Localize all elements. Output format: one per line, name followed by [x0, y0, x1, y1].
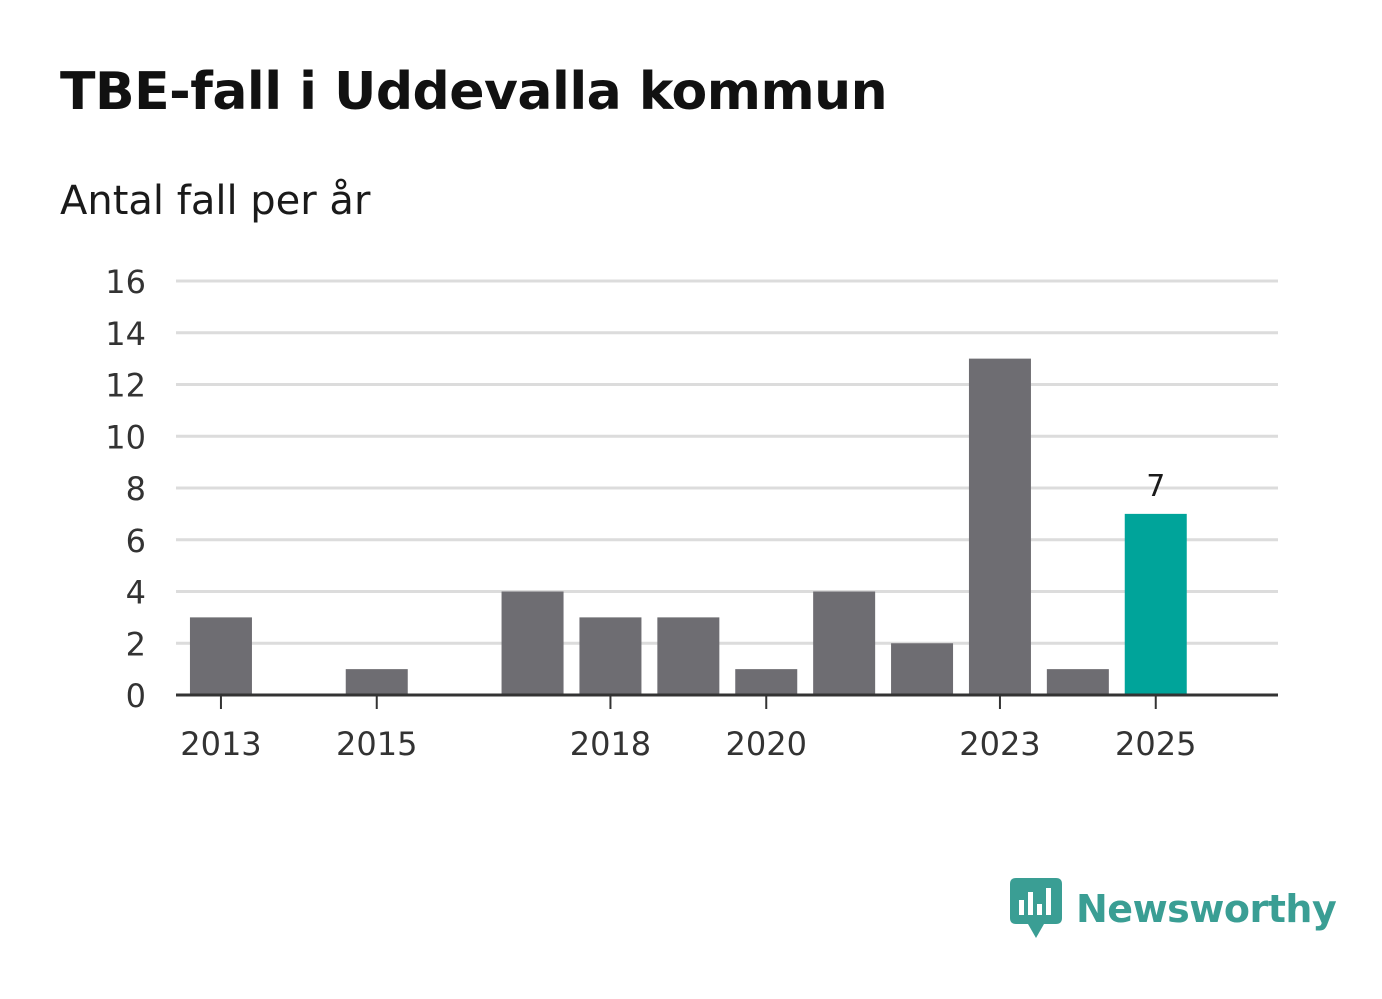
- y-tick-label: 2: [126, 625, 146, 663]
- bar-2019: [657, 617, 720, 695]
- bar-2020: [735, 669, 798, 695]
- bar-2022: [891, 643, 954, 695]
- bar-2021: [813, 591, 876, 695]
- bar-2013: [189, 617, 252, 695]
- brand-name: Newsworthy: [1076, 887, 1337, 931]
- x-tick-label: 2018: [570, 725, 651, 763]
- x-axis-labels: 2013 2015 2018 2020 2023 2025: [180, 725, 1196, 763]
- y-tick-label: 6: [126, 522, 146, 560]
- chart-title: TBE-fall i Uddevalla kommun: [60, 62, 888, 122]
- x-tick-label: 2013: [180, 725, 261, 763]
- data-labels: 7: [1146, 469, 1165, 504]
- bars: [189, 358, 1187, 695]
- y-tick-label: 12: [105, 367, 146, 405]
- x-axis: [176, 693, 1278, 709]
- bar-2015: [345, 669, 408, 695]
- chart-subtitle: Antal fall per år: [60, 178, 371, 224]
- x-tick-label: 2020: [726, 725, 807, 763]
- y-tick-label: 14: [105, 315, 146, 353]
- bar-2024: [1046, 669, 1109, 695]
- data-label: 7: [1146, 469, 1165, 504]
- newsworthy-logo: Newsworthy: [1010, 878, 1337, 940]
- y-tick-label: 10: [105, 418, 146, 456]
- newsworthy-logo-icon: [1010, 878, 1062, 938]
- bar-2025: [1124, 513, 1187, 695]
- gridlines: [176, 279, 1278, 645]
- x-tick-label: 2023: [959, 725, 1040, 763]
- y-axis-labels: 0 2 4 6 8 10 12 14 16: [105, 263, 146, 715]
- y-tick-label: 4: [126, 574, 146, 612]
- y-tick-label: 8: [126, 470, 146, 508]
- y-tick-label: 16: [105, 263, 146, 301]
- x-tick-label: 2025: [1115, 725, 1196, 763]
- y-tick-label: 0: [126, 677, 146, 715]
- bar-2017: [501, 591, 564, 695]
- bar-2018: [579, 617, 642, 695]
- x-tick-label: 2015: [336, 725, 417, 763]
- bar-2023: [968, 358, 1031, 695]
